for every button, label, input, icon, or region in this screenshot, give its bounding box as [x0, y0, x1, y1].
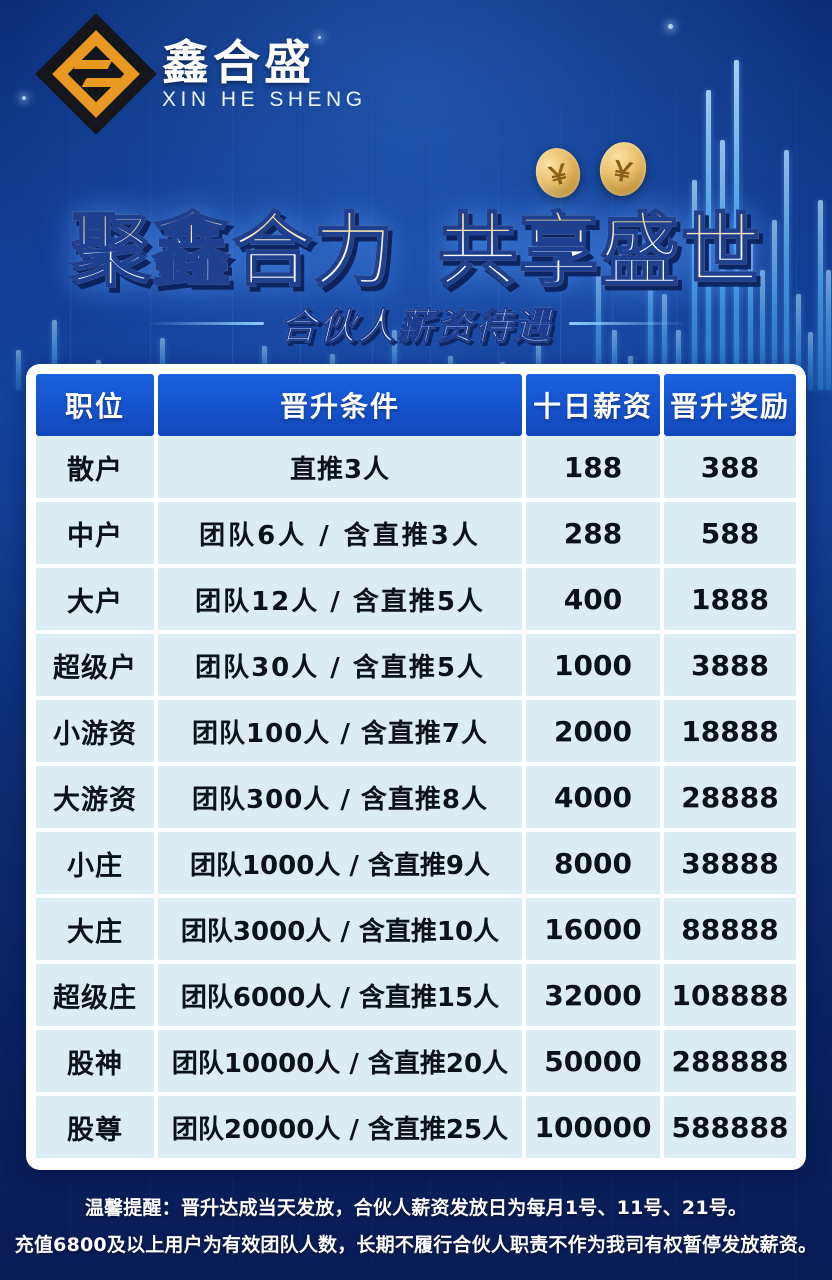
column-header-bonus: 晋升奖励: [664, 374, 796, 436]
cell-salary: 4000: [526, 766, 660, 828]
cell-salary: 32000: [526, 964, 660, 1026]
brand-name-en: XIN HE SHENG: [162, 88, 367, 112]
cell-position: 超级户: [36, 634, 154, 696]
glow-dot-icon: [22, 96, 26, 100]
footer-notes: 温馨提醒：晋升达成当天发放，合伙人薪资发放日为每月1号、11号、21号。 充值6…: [0, 1190, 832, 1264]
column-header-position: 职位: [36, 374, 154, 436]
glow-dot-icon: [668, 24, 673, 29]
headline-part-left: 聚鑫合力: [70, 186, 395, 302]
cell-position: 大户: [36, 568, 154, 630]
cell-position: 超级庄: [36, 964, 154, 1026]
brand-logo: 鑫合盛 XIN HE SHENG: [35, 13, 367, 135]
cell-position: 散户: [36, 436, 154, 498]
cell-bonus: 588: [664, 502, 796, 564]
cell-condition: 直推3人: [158, 436, 522, 498]
table-row: 超级户 团队30人 / 含直推5人 1000 3888: [36, 634, 796, 696]
headline-part-right: 共享盛世: [436, 186, 761, 302]
xinhesheng-diamond-logo-icon: [35, 13, 157, 135]
brand-text: 鑫合盛 XIN HE SHENG: [162, 35, 367, 112]
cell-condition: 团队3000人 / 含直推10人: [158, 898, 522, 960]
cell-salary: 8000: [526, 832, 660, 894]
cell-condition: 团队1000人 / 含直推9人: [158, 832, 522, 894]
table-row: 股神 团队10000人 / 含直推20人 50000 288888: [36, 1030, 796, 1092]
table-row: 大庄 团队3000人 / 含直推10人 16000 88888: [36, 898, 796, 960]
cell-position: 股神: [36, 1030, 154, 1092]
cell-position: 大游资: [36, 766, 154, 828]
table-body: 散户 直推3人 188 388 中户 团队6人 / 含直推3人 288 588 大户 团队12人 …: [36, 436, 796, 1158]
cell-salary: 100000: [526, 1096, 660, 1158]
salary-table-panel: 职位 晋升条件 十日薪资 晋升奖励 散户 直推3人 188 388 中户 团队6人 / 含…: [26, 364, 806, 1170]
table-header: 职位 晋升条件 十日薪资 晋升奖励: [36, 374, 796, 436]
cell-bonus: 88888: [664, 898, 796, 960]
cell-position: 中户: [36, 502, 154, 564]
cell-bonus: 108888: [664, 964, 796, 1026]
table-row: 小庄 团队1000人 / 含直推9人 8000 38888: [36, 832, 796, 894]
cell-position: 股尊: [36, 1096, 154, 1158]
cell-condition: 团队6人 / 含直推3人: [158, 502, 522, 564]
column-header-condition: 晋升条件: [158, 374, 522, 436]
cell-bonus: 588888: [664, 1096, 796, 1158]
cell-condition: 团队6000人 / 含直推15人: [158, 964, 522, 1026]
cell-bonus: 28888: [664, 766, 796, 828]
cell-condition: 团队30人 / 含直推5人: [158, 634, 522, 696]
table-row: 超级庄 团队6000人 / 含直推15人 32000 108888: [36, 964, 796, 1026]
footer-note-line-1: 温馨提醒：晋升达成当天发放，合伙人薪资发放日为每月1号、11号、21号。: [84, 1197, 748, 1219]
cell-salary: 288: [526, 502, 660, 564]
cell-bonus: 18888: [664, 700, 796, 762]
cell-salary: 16000: [526, 898, 660, 960]
cell-condition: 团队10000人 / 含直推20人: [158, 1030, 522, 1092]
cell-position: 大庄: [36, 898, 154, 960]
table-row: 小游资 团队100人 / 含直推7人 2000 18888: [36, 700, 796, 762]
column-header-salary: 十日薪资: [526, 374, 660, 436]
cell-salary: 188: [526, 436, 660, 498]
glow-dot-icon: [318, 36, 321, 39]
hero-headline: 聚鑫合力 共享盛世: [0, 186, 832, 302]
cell-salary: 1000: [526, 634, 660, 696]
footer-note-line-2: 充值6800及以上用户为有效团队人数，长期不履行合伙人职责不作为我司有权暂停发放…: [14, 1234, 818, 1257]
table-row: 大游资 团队300人 / 含直推8人 4000 28888: [36, 766, 796, 828]
cell-condition: 团队100人 / 含直推7人: [158, 700, 522, 762]
cell-bonus: 3888: [664, 634, 796, 696]
subtitle-rule-right: [568, 321, 687, 325]
subtitle-rule-left: [145, 321, 264, 325]
brand-name-cn: 鑫合盛: [162, 35, 315, 89]
cell-bonus: 38888: [664, 832, 796, 894]
cell-condition: 团队12人 / 含直推5人: [158, 568, 522, 630]
cell-bonus: 288888: [664, 1030, 796, 1092]
table-row: 股尊 团队20000人 / 含直推25人 100000 588888: [36, 1096, 796, 1158]
cell-salary: 400: [526, 568, 660, 630]
cell-salary: 2000: [526, 700, 660, 762]
table-header-row: 职位 晋升条件 十日薪资 晋升奖励: [36, 374, 796, 436]
cell-bonus: 1888: [664, 568, 796, 630]
cell-salary: 50000: [526, 1030, 660, 1092]
cell-condition: 团队20000人 / 含直推25人: [158, 1096, 522, 1158]
hero-subtitle-row: 合伙人薪资待遇: [0, 296, 832, 350]
cell-position: 小游资: [36, 700, 154, 762]
cell-bonus: 388: [664, 436, 796, 498]
hero-subtitle: 合伙人薪资待遇: [279, 296, 553, 350]
table-row: 散户 直推3人 188 388: [36, 436, 796, 498]
cell-position: 小庄: [36, 832, 154, 894]
cell-condition: 团队300人 / 含直推8人: [158, 766, 522, 828]
table-row: 中户 团队6人 / 含直推3人 288 588: [36, 502, 796, 564]
table-row: 大户 团队12人 / 含直推5人 400 1888: [36, 568, 796, 630]
